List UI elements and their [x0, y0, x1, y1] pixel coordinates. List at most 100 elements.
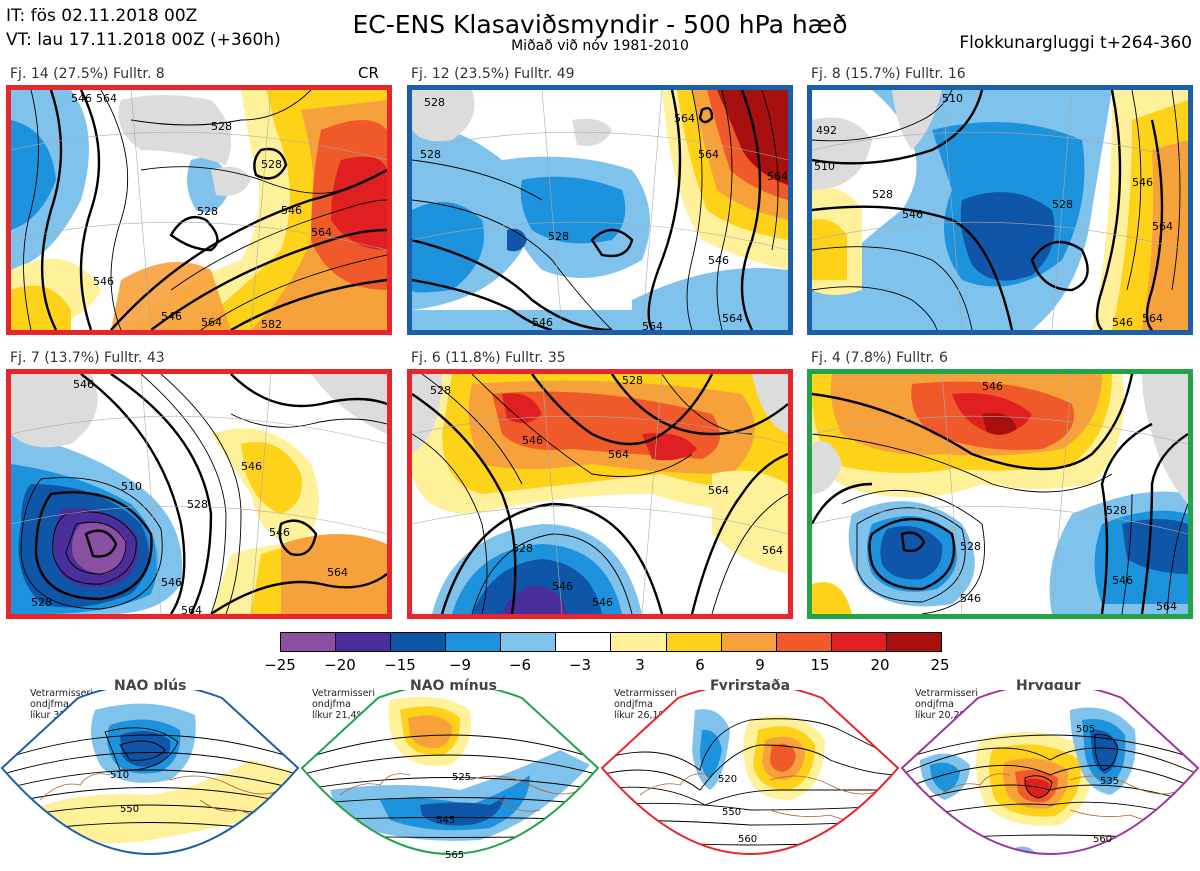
- panel-label: Fj. 7 (13.7%) Fulltr. 43: [10, 350, 165, 366]
- regime-map: 505 535 560: [900, 690, 1200, 871]
- colorbar-tick: −3: [568, 656, 592, 674]
- panel-label: Fj. 12 (23.5%) Fulltr. 49: [411, 66, 575, 82]
- contour-label: 546: [93, 275, 114, 288]
- contour-label: 550: [120, 804, 139, 815]
- contour-label: 528: [1052, 198, 1073, 211]
- anomaly-map: 546 528 528 546 546 564: [812, 374, 1188, 614]
- contour-label: 528: [872, 188, 893, 201]
- contour-label: 564: [722, 312, 743, 325]
- colorbar-segment: [501, 633, 557, 651]
- regime-note: Vetrarmisseri ondjfma líkur 26,1%: [614, 688, 677, 721]
- contour-label: 505: [1076, 724, 1095, 735]
- panel-label: Fj. 4 (7.8%) Fulltr. 6: [811, 350, 948, 366]
- contour-label: 564: [762, 544, 783, 557]
- page-subtitle: Miðað við nóv 1981-2010: [511, 38, 689, 54]
- regime-map: 520 550 560: [600, 690, 900, 871]
- anomaly-map: 510 492 510 528 546 528 546 564 546 564: [812, 90, 1188, 330]
- contour-label: 546: [1132, 176, 1153, 189]
- contour-label: 546: [73, 378, 94, 391]
- colorbar-segment: [446, 633, 502, 651]
- contour-label: 528: [622, 374, 643, 387]
- contour-label: 564: [1156, 600, 1177, 613]
- colorbar-segment: [556, 633, 612, 651]
- contour-label: 546: [982, 380, 1003, 393]
- contour-label: 560: [1093, 834, 1112, 845]
- contour-label: 546: [1112, 574, 1133, 587]
- contour-label: 564: [608, 448, 629, 461]
- valid-time: VT: lau 17.11.2018 00Z (+360h): [6, 30, 281, 50]
- contour-label: 564: [674, 112, 695, 125]
- regime-note: Vetrarmisseri ondjfma líkur 32,3%: [30, 688, 93, 721]
- contour-label: 528: [1106, 504, 1127, 517]
- page-title: EC-ENS Klasaviðsmyndir - 500 hPa hæð: [352, 10, 848, 39]
- panel-label: Fj. 6 (11.8%) Fulltr. 35: [411, 350, 566, 366]
- contour-label: 546: [708, 254, 729, 267]
- colorbar-tick: −20: [324, 656, 356, 674]
- colorbar-tick: −6: [508, 656, 532, 674]
- anomaly-map: 546 528 528 528 546 564 546 564 546 564 …: [11, 90, 387, 330]
- colorbar-tick: 25: [930, 656, 950, 674]
- colorbar-tick: −15: [384, 656, 416, 674]
- contour-label: 564: [767, 170, 788, 183]
- contour-label: 546: [592, 596, 613, 609]
- colorbar-segment: [611, 633, 667, 651]
- contour-label: 564: [181, 604, 202, 614]
- contour-label: 564: [201, 316, 222, 329]
- contour-label: 546: [71, 92, 92, 105]
- contour-label: 528: [197, 205, 218, 218]
- cluster-map-panel: 546 528 528 546 546 564: [807, 369, 1193, 619]
- regime-tag: CR: [358, 64, 379, 82]
- contour-label: 564: [708, 484, 729, 497]
- contour-label: 546: [552, 580, 573, 593]
- colorbar-tick: 9: [755, 656, 765, 674]
- regime-note: Vetrarmisseri ondjfma líkur 20,2%: [915, 688, 978, 721]
- panel-label: Fj. 14 (27.5%) Fulltr. 8: [10, 66, 165, 82]
- regime-map: 525 545 565: [300, 690, 600, 871]
- contour-label: 510: [110, 770, 129, 781]
- contour-label: 510: [814, 160, 835, 173]
- colorbar-segment: [336, 633, 392, 651]
- contour-label: 546: [269, 526, 290, 539]
- contour-label: 528: [430, 384, 451, 397]
- contour-label: 546: [241, 460, 262, 473]
- colorbar-tick: 6: [695, 656, 705, 674]
- contour-label: 546: [522, 434, 543, 447]
- contour-label: 520: [718, 774, 737, 785]
- contour-label: 528: [420, 148, 441, 161]
- contour-label: 565: [445, 850, 464, 861]
- contour-label: 564: [1152, 220, 1173, 233]
- contour-label: 564: [1142, 312, 1163, 325]
- contour-label: 535: [1100, 776, 1119, 787]
- contour-label: 564: [311, 226, 332, 239]
- contour-label: 528: [960, 540, 981, 553]
- colorbar-segment: [666, 633, 722, 651]
- anomaly-map: 528 528 528 564 564 546 546 564 564 564: [412, 90, 788, 330]
- regime-note: Vetrarmisseri ondjfma líkur 21,4%: [312, 688, 375, 721]
- anomaly-map: 546 528 510 546 528 546 546 564 564: [11, 374, 387, 614]
- cluster-map-panel: 510 492 510 528 546 528 546 564 546 564: [807, 85, 1193, 335]
- anomaly-map: 528 528 546 564 564 528 546 546 564: [412, 374, 788, 614]
- colorbar-segment: [886, 633, 941, 651]
- cluster-map-panel: 528 528 546 564 564 528 546 546 564: [407, 369, 793, 619]
- colorbar-segment: [721, 633, 777, 651]
- contour-label: 546: [1112, 316, 1133, 329]
- contour-label: 546: [161, 576, 182, 589]
- contour-label: 528: [261, 158, 282, 171]
- contour-label: 528: [512, 542, 533, 555]
- contour-label: 528: [187, 498, 208, 511]
- colorbar-segment: [831, 633, 887, 651]
- contour-label: 492: [816, 124, 837, 137]
- anomaly-colorbar: [280, 632, 942, 652]
- contour-label: 564: [642, 320, 663, 330]
- contour-label: 510: [121, 480, 142, 493]
- cluster-map-panel: 546 528 510 546 528 546 546 564 564: [6, 369, 392, 619]
- contour-label: 545: [436, 815, 455, 826]
- contour-label: 546: [960, 592, 981, 605]
- contour-label: 546: [161, 310, 182, 323]
- issue-time: IT: fös 02.11.2018 00Z: [6, 6, 198, 26]
- contour-label: 560: [738, 834, 757, 845]
- cluster-map-panel: 546 528 528 528 546 564 546 564 546 564 …: [6, 85, 392, 335]
- contour-label: 550: [722, 807, 741, 818]
- contour-label: 546: [281, 204, 302, 217]
- classification-window: Flokkunargluggi t+264-360: [959, 33, 1192, 53]
